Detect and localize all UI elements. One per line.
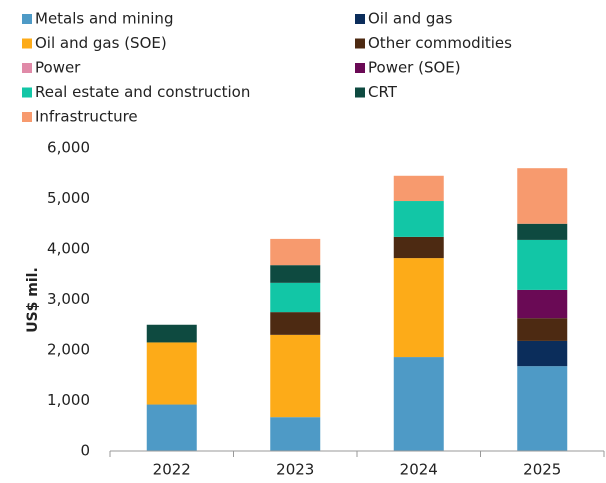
legend-swatch — [355, 14, 365, 24]
bar-segment — [393, 201, 444, 237]
bar-segment — [517, 318, 568, 341]
y-tick-label: 1,000 — [47, 391, 90, 409]
x-tick-label: 2025 — [523, 461, 561, 479]
legend-label: Oil and gas (SOE) — [35, 34, 167, 52]
bar-segment — [270, 417, 321, 451]
legend-label: Metals and mining — [35, 10, 173, 28]
x-tick-label: 2024 — [400, 461, 438, 479]
bar-segment — [270, 312, 321, 335]
y-tick-label: 6,000 — [47, 139, 90, 157]
legend-label: Real estate and construction — [35, 83, 250, 101]
bar-segment — [146, 404, 197, 451]
x-tick-label: 2022 — [153, 461, 191, 479]
bar-segment — [393, 258, 444, 358]
legend-swatch — [22, 14, 32, 24]
bar-segment — [517, 289, 568, 319]
y-tick-label: 5,000 — [47, 189, 90, 207]
bar-segment — [270, 238, 321, 266]
legend-label: Other commodities — [368, 34, 512, 52]
y-tick-label: 3,000 — [47, 290, 90, 308]
legend-swatch — [355, 63, 365, 73]
bar-segment — [517, 168, 568, 224]
y-tick-label: 2,000 — [47, 341, 90, 359]
y-axis-label: US$ mil. — [25, 267, 41, 333]
legend-swatch — [22, 63, 32, 73]
bar-segment — [517, 340, 568, 367]
legend-label: Power (SOE) — [368, 59, 461, 77]
y-tick-label: 0 — [80, 442, 90, 460]
bar-segment — [146, 342, 197, 405]
bar-segment — [146, 324, 197, 343]
legend-swatch — [22, 112, 32, 122]
bar-segment — [393, 175, 444, 202]
legend-label: CRT — [368, 83, 398, 101]
bar-segment — [517, 366, 568, 451]
bar-segment — [517, 223, 568, 240]
legend-swatch — [355, 38, 365, 49]
legend-label: Power — [35, 59, 81, 77]
legend-label: Oil and gas — [368, 10, 453, 28]
legend-swatch — [22, 38, 32, 49]
y-tick-label: 4,000 — [47, 240, 90, 258]
bar-segment — [393, 236, 444, 259]
bar-segment — [270, 265, 321, 283]
bar-segment — [270, 334, 321, 418]
bar-segment — [270, 282, 321, 313]
legend-label: Infrastructure — [35, 108, 138, 126]
x-tick-label: 2023 — [276, 461, 314, 479]
bar-segment — [517, 239, 568, 290]
bar-segment — [393, 357, 444, 451]
legend-swatch — [355, 87, 365, 98]
legend-swatch — [22, 87, 32, 98]
